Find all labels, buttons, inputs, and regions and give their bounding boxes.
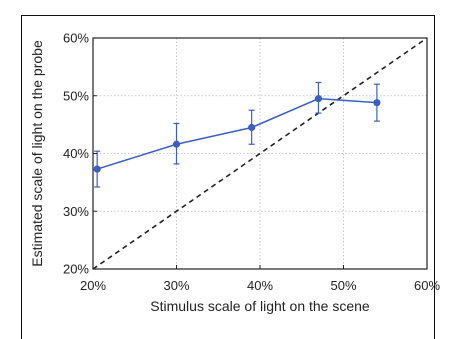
data-point [373, 99, 381, 107]
y-tick-label: 20% [63, 262, 89, 277]
data-point [248, 123, 256, 132]
x-tick-label: 40% [247, 278, 273, 293]
x-tick-label: 30% [163, 278, 189, 293]
data-point [314, 95, 323, 103]
reference-line [92, 37, 428, 270]
y-tick-label: 50% [63, 88, 89, 103]
data-point [172, 140, 181, 148]
y-tick-label: 30% [63, 204, 89, 219]
y-axis-label: Estimated scale of light on the probe [29, 40, 45, 267]
data-point [93, 165, 101, 173]
y-tick-label: 40% [63, 146, 89, 161]
x-tick-label: 50% [330, 278, 356, 293]
x-axis-label: Stimulus scale of light on the scene [150, 298, 370, 314]
x-tick-label: 20% [80, 278, 106, 293]
reference-line-group [92, 37, 428, 270]
y-tick-label: 60% [63, 31, 89, 46]
x-tick-label: 60% [414, 278, 440, 293]
series-group [93, 81, 381, 188]
tick-group: 20% 30% 40% 50% 60% 20% 30% 40% 50% 60% [63, 31, 440, 294]
